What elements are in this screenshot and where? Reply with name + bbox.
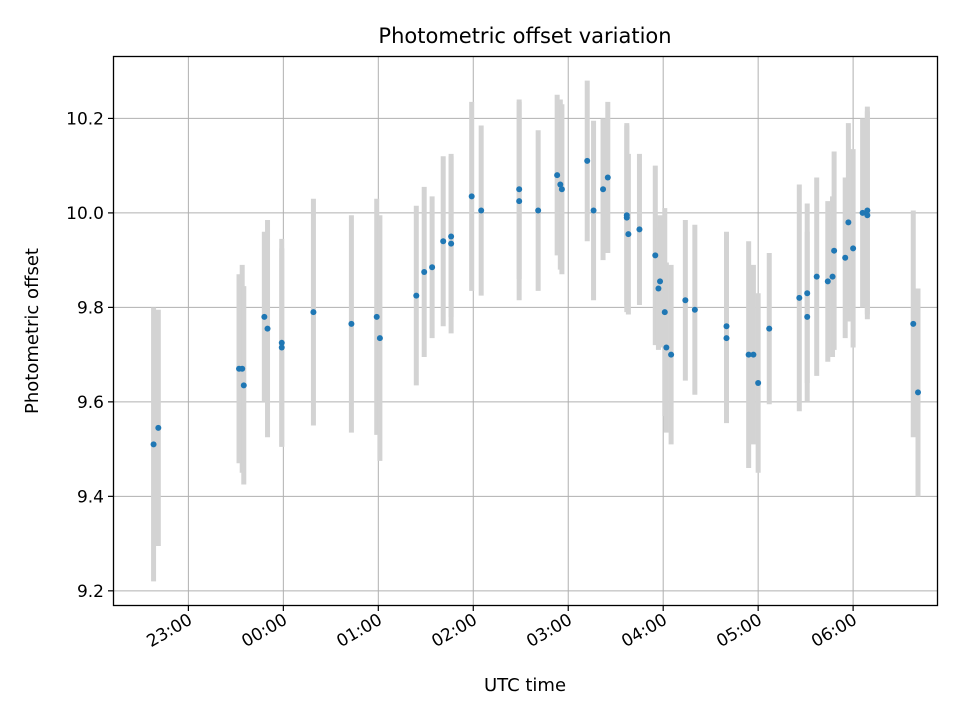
data-point bbox=[813, 273, 820, 280]
data-point bbox=[584, 157, 591, 164]
data-point bbox=[625, 231, 632, 238]
data-point bbox=[413, 292, 420, 299]
data-point bbox=[864, 212, 871, 219]
data-point bbox=[910, 320, 917, 327]
data-point bbox=[864, 207, 871, 214]
data-point bbox=[796, 294, 803, 301]
data-point bbox=[590, 207, 597, 214]
data-point bbox=[623, 214, 630, 221]
data-point bbox=[554, 172, 561, 179]
data-point bbox=[448, 233, 455, 240]
data-point bbox=[373, 313, 380, 320]
data-point bbox=[915, 389, 922, 396]
plot-frame bbox=[112, 55, 939, 607]
data-point bbox=[468, 193, 475, 200]
data-point bbox=[755, 379, 762, 386]
data-point bbox=[516, 198, 523, 205]
data-point bbox=[429, 264, 436, 271]
data-point bbox=[604, 174, 611, 181]
data-point bbox=[750, 351, 757, 358]
data-point bbox=[657, 278, 664, 285]
data-point bbox=[804, 313, 811, 320]
data-point bbox=[831, 247, 838, 254]
data-point bbox=[278, 344, 285, 351]
data-point bbox=[278, 339, 285, 346]
data-point bbox=[859, 209, 866, 216]
y-tick-label: 9.8 bbox=[77, 298, 104, 318]
y-axis-ticks: 9.2 9.4 9.6 9.8 10.0 10.2 bbox=[66, 109, 114, 602]
data-point bbox=[691, 306, 698, 313]
data-point bbox=[661, 309, 668, 316]
y-axis-label: Photometric offset bbox=[22, 248, 43, 414]
data-point bbox=[348, 320, 355, 327]
data-point bbox=[804, 290, 811, 297]
data-point bbox=[261, 313, 268, 320]
data-point bbox=[516, 186, 523, 193]
y-tick-label: 10.0 bbox=[66, 204, 104, 224]
data-point bbox=[723, 335, 730, 342]
data-point bbox=[478, 207, 485, 214]
data-point bbox=[155, 424, 162, 431]
data-point bbox=[240, 382, 247, 389]
data-point bbox=[829, 273, 836, 280]
data-point bbox=[310, 309, 317, 316]
data-point bbox=[440, 238, 447, 245]
y-tick-label: 10.2 bbox=[66, 109, 104, 129]
data-point bbox=[766, 325, 773, 332]
y-tick-label: 9.6 bbox=[77, 393, 104, 413]
data-point bbox=[558, 186, 565, 193]
data-point bbox=[239, 365, 246, 372]
data-point bbox=[421, 268, 428, 275]
data-point bbox=[668, 351, 675, 358]
data-point bbox=[655, 285, 662, 292]
data-point bbox=[723, 323, 730, 330]
data-point bbox=[652, 252, 659, 259]
chart-title: Photometric offset variation bbox=[378, 24, 671, 48]
data-point bbox=[745, 351, 752, 358]
data-point bbox=[264, 325, 271, 332]
data-point bbox=[682, 297, 689, 304]
data-point bbox=[535, 207, 542, 214]
data-point bbox=[557, 181, 564, 188]
data-point bbox=[600, 186, 607, 193]
data-point bbox=[850, 245, 857, 252]
data-point bbox=[845, 219, 852, 226]
data-point bbox=[150, 441, 157, 448]
data-point bbox=[824, 278, 831, 285]
data-point bbox=[376, 335, 383, 342]
data-point bbox=[663, 344, 670, 351]
y-tick-label: 9.2 bbox=[77, 582, 104, 602]
data-point bbox=[636, 226, 643, 233]
x-axis-label: UTC time bbox=[484, 675, 566, 696]
data-point bbox=[448, 240, 455, 247]
data-points bbox=[150, 157, 922, 448]
y-tick-label: 9.4 bbox=[77, 487, 104, 507]
data-point bbox=[842, 254, 849, 261]
